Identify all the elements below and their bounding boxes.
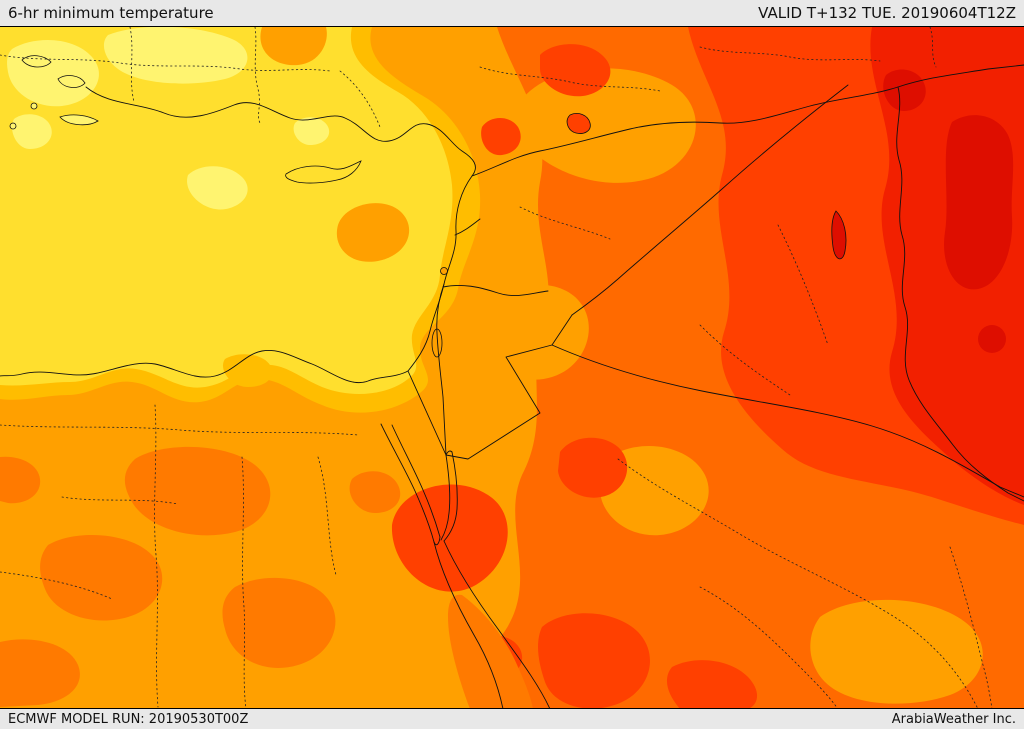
greek-island-1: [21, 55, 52, 68]
pale-yellow-blob-2: [103, 27, 248, 84]
dark-orange-blob-bottom-left: [0, 639, 80, 707]
dotted-turkey-1: [0, 54, 331, 72]
greek-island-3: [30, 102, 38, 110]
header-bar: 6-hr minimum temperature VALID T+132 TUE…: [0, 0, 1024, 27]
dotted-egypt-2: [154, 404, 159, 708]
jordan-saudi-border: [445, 344, 553, 460]
admin-borders-dotted: [0, 27, 993, 708]
deep-red-spot-1: [944, 115, 1014, 290]
dotted-turkey-2: [129, 27, 135, 103]
red-orange-blob-nsaudi: [558, 437, 628, 498]
dotted-egypt-5: [0, 571, 113, 600]
orange-sea-patch-2: [260, 27, 327, 66]
orange-hole-syria: [514, 68, 696, 183]
lake-tharthar: [831, 210, 847, 260]
pale-yellow-blob-3: [11, 114, 52, 149]
dark-orange-blob-egypt2: [40, 534, 163, 621]
valid-time-label: VALID T+132 TUE. 20190604T12Z: [758, 4, 1016, 22]
map-title: 6-hr minimum temperature: [8, 4, 214, 22]
dark-orange-blob-left-edge: [0, 456, 41, 504]
iraq-iran-border: [896, 86, 1024, 502]
dotted-egypt-6: [317, 456, 337, 576]
dotted-saudi-3: [949, 546, 993, 708]
dark-orange-blob-redsea-coast: [448, 594, 533, 708]
lebanon-syria-border: [454, 218, 481, 236]
syria-jordan-border: [442, 284, 549, 296]
dotted-turkey-5: [479, 66, 661, 92]
red-orange-blob-south2: [666, 660, 757, 708]
red-orange-blob-south1: [538, 613, 650, 708]
gulf-of-suez-east-coast: [391, 424, 441, 538]
dotted-saudi-2: [699, 586, 838, 708]
dotted-egypt-1: [0, 424, 359, 436]
deep-red-spot-3: [978, 325, 1006, 353]
red-sea-egypt-coast: [433, 541, 504, 708]
gulf-of-aqaba-head: [445, 450, 453, 456]
temperature-field: [0, 27, 1024, 708]
iraq-saudi-border: [551, 344, 1024, 498]
footer-bar: ECMWF MODEL RUN: 20190530T00Z ArabiaWeat…: [0, 708, 1024, 729]
country-borders: [407, 64, 1024, 502]
syria-iraq-border: [571, 84, 849, 316]
dotted-iraq-1: [777, 224, 829, 346]
pale-yellow-blob-5: [293, 117, 330, 146]
red-orange-blob-sinai: [391, 484, 508, 592]
sea-of-galilee: [440, 267, 448, 275]
yellow-region-northwest: [0, 27, 453, 394]
map-area: [0, 27, 1024, 708]
lake-assad: [566, 113, 591, 134]
orange-sea-patch-1: [336, 203, 410, 262]
orange-hole-jordan: [489, 284, 589, 380]
egypt-israel-border: [407, 370, 447, 456]
orange-hole-nsaudi: [600, 445, 709, 536]
amber-delta-patch: [222, 354, 273, 387]
dotted-syria-1: [519, 206, 611, 240]
greek-island-2: [57, 75, 86, 88]
dotted-turkey-3: [254, 27, 261, 124]
red-orange-blob-syria1: [540, 44, 611, 97]
dotted-iraq-2: [699, 324, 791, 396]
gulf-of-aqaba-west-coast: [440, 454, 451, 541]
greek-island-4: [9, 122, 17, 130]
cyprus-island: [285, 160, 362, 184]
model-run-label: ECMWF MODEL RUN: 20190530T00Z: [8, 711, 249, 727]
pale-yellow-blob-4: [187, 166, 248, 210]
dotted-egypt-4: [241, 456, 247, 708]
gulf-of-aqaba-east-coast: [443, 451, 458, 542]
dark-orange-blob-egypt3: [222, 577, 336, 668]
greek-island-5: [59, 114, 99, 126]
dark-orange-blob-suez: [349, 471, 401, 513]
dotted-egypt-3: [61, 496, 179, 505]
deep-red-spot-2: [883, 69, 926, 111]
jordan-iraq-border: [551, 314, 573, 346]
dotted-turkey-6: [699, 46, 881, 62]
provider-label: ArabiaWeather Inc.: [891, 711, 1016, 727]
red-sea-saudi-coast: [443, 540, 551, 708]
orange-hole-bottom-right: [810, 599, 983, 704]
temperature-map: [0, 27, 1024, 708]
dark-orange-blob-egypt1: [124, 446, 271, 536]
dotted-saudi-1: [617, 458, 978, 708]
red-orange-blob-syria2: [481, 118, 521, 156]
dotted-turkey-7: [929, 27, 937, 68]
dotted-turkey-4: [339, 70, 381, 128]
jordan-valley-border: [436, 283, 447, 456]
gulf-of-suez-west-coast: [380, 423, 435, 543]
